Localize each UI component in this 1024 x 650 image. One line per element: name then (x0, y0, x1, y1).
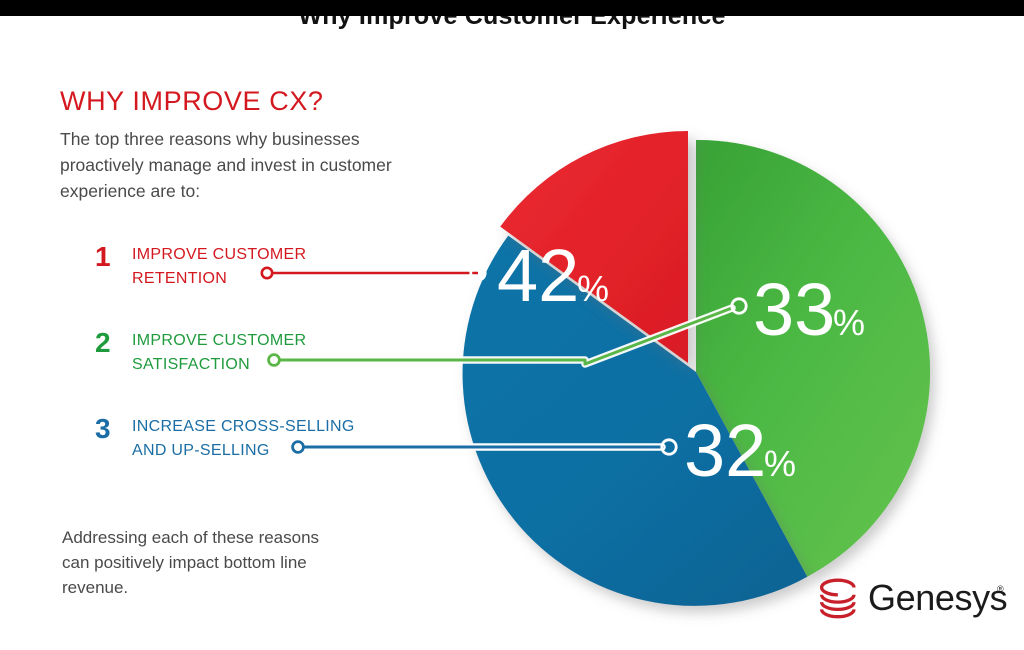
pct-symbol-blue: % (764, 443, 796, 484)
pie-slice-blue[interactable] (462, 235, 808, 606)
reason-label-3: INCREASE CROSS-SELLING AND UP-SELLING (132, 418, 355, 459)
genesys-wordmark: Genesys (868, 577, 1008, 618)
connector-line-red (260, 264, 487, 282)
pie-label-blue: 32 % (684, 409, 796, 492)
pie-label-red: 42 % (497, 234, 609, 317)
title-band: Why Improve Customer Experience (0, 0, 1024, 40)
registered-mark: ® (997, 584, 1004, 594)
pct-value-green: 33 (753, 268, 835, 351)
pie-slice-green[interactable] (696, 139, 931, 577)
pct-symbol-green: % (833, 302, 865, 343)
connector-endpoint-red-right (469, 264, 487, 282)
connector-endpoint-red-left (260, 266, 274, 280)
pct-symbol-red: % (577, 268, 609, 309)
reason-label-1: IMPROVE CUSTOMER RETENTION (132, 246, 307, 287)
pie-label-green: 33 % (753, 268, 865, 351)
reason-rank-2: 2 (95, 327, 111, 358)
reason-label-2: IMPROVE CUSTOMER SATISFACTION (132, 332, 307, 373)
connector-endpoint-green-left (267, 353, 281, 367)
closing-paragraph: Addressing each of these reasons can pos… (62, 528, 320, 597)
genesys-logo: Genesys ® (812, 577, 1012, 628)
connector-endpoint-blue-left (291, 440, 305, 454)
connector-line-green (267, 297, 748, 368)
connector-line-blue (291, 438, 678, 456)
connector-endpoint-green-right (730, 297, 748, 315)
intro-paragraph: The top three reasons why businesses pro… (60, 129, 392, 201)
top-black-bar (0, 0, 1024, 16)
connector-endpoint-blue-right (660, 438, 678, 456)
reason-rank-3: 3 (95, 413, 111, 444)
reason-rank-1: 1 (95, 241, 111, 272)
pct-value-blue: 32 (684, 409, 766, 492)
genesys-swirl-icon (819, 578, 856, 619)
pct-value-red: 42 (497, 234, 579, 317)
section-headline: WHY IMPROVE CX? (60, 86, 324, 116)
pie-slice-red[interactable] (500, 131, 688, 363)
